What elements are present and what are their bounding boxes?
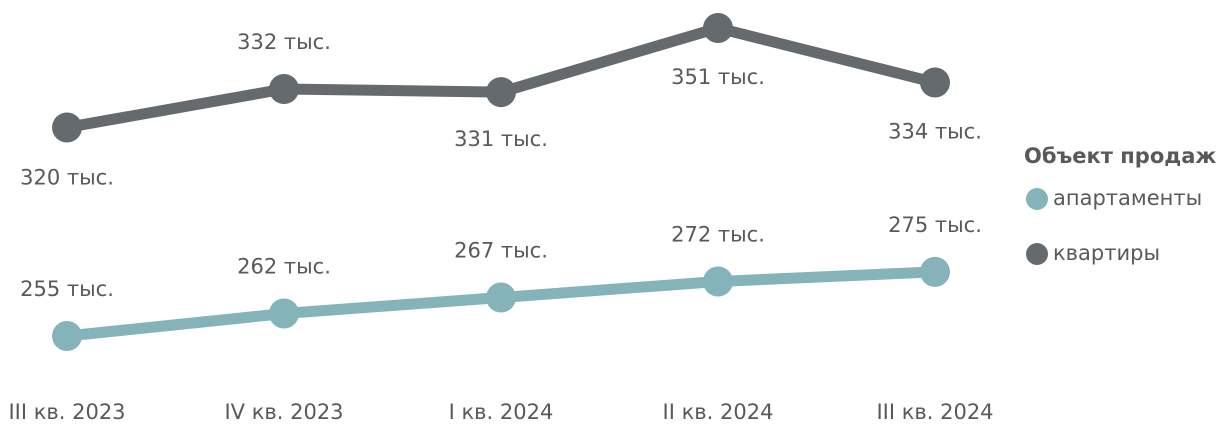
data-label: 272 тыс. [671,222,765,246]
x-tick-label: IV кв. 2023 [224,400,343,424]
data-point [920,256,950,287]
data-label: 351 тыс. [671,65,765,89]
data-label: 320 тыс. [20,165,114,189]
data-point [703,13,733,43]
data-point [269,73,299,104]
data-point [269,298,299,329]
data-point [486,77,516,108]
x-tick-label: III кв. 2023 [8,400,125,424]
data-label: 267 тыс. [454,239,548,263]
legend-label: квартиры [1053,241,1160,265]
data-point [703,266,733,297]
data-label: 262 тыс. [237,255,331,279]
x-tick-label: I кв. 2024 [449,400,554,424]
x-tick-label: III кв. 2024 [876,400,993,424]
data-label: 275 тыс. [888,213,982,237]
legend-label: апартаменты [1053,186,1202,210]
data-label: 332 тыс. [237,30,331,54]
data-point [486,282,516,313]
data-label: 331 тыс. [454,127,548,151]
x-tick-label: II кв. 2024 [663,400,774,424]
legend-marker [1026,188,1048,210]
data-point [920,67,950,98]
legend-title: Объект продаж [1024,144,1216,168]
data-label: 255 тыс. [20,277,114,301]
legend-marker [1026,243,1048,265]
data-point [52,112,82,143]
data-label: 334 тыс. [888,120,982,144]
data-point [52,321,82,351]
